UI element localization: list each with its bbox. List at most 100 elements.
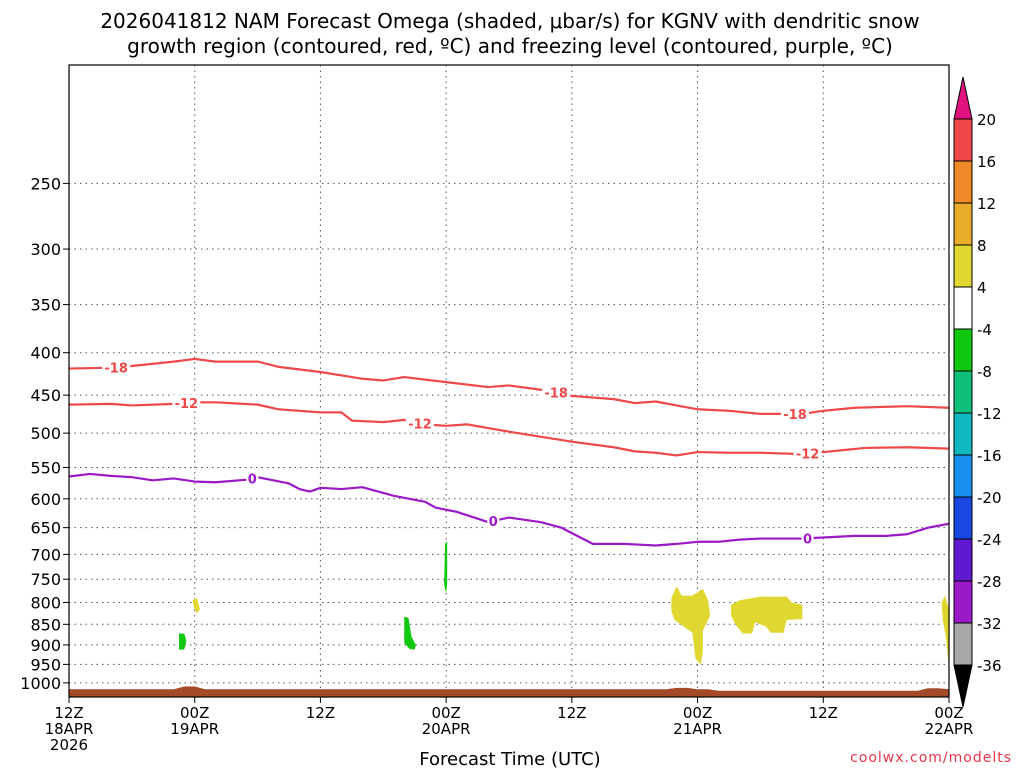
- colorbar-bin-12: [953, 580, 973, 624]
- x-axis-label: Forecast Time (UTC): [419, 749, 600, 768]
- x-tick-label-36-1: 20APR: [422, 720, 471, 738]
- y-tick-label-250: 250: [30, 174, 61, 193]
- minus12-isotherm-label-1: -12: [408, 417, 432, 432]
- freezing-level-line: [68, 472, 950, 547]
- x-tick-label-0-0: 12Z: [54, 704, 83, 722]
- minus12-isotherm-label-bg-1: [405, 415, 434, 432]
- x-tick-label-60-0: 00Z: [683, 704, 712, 722]
- colorbar-label-4: 8: [977, 237, 987, 255]
- minus18-isotherm-label-1: -18: [544, 386, 568, 401]
- colorbar-bin-4: [953, 244, 973, 288]
- colorbar-bin-13: [953, 622, 973, 666]
- y-tick-label-1000: 1000: [20, 674, 61, 693]
- x-tick-label-24-0: 12Z: [306, 704, 335, 722]
- ground-surface: [69, 686, 949, 697]
- colorbar-bin-11: [953, 538, 973, 582]
- green-blob-3: [404, 616, 416, 650]
- y-tick-label-950: 950: [30, 655, 61, 674]
- colorbar-bin-8: [953, 412, 973, 456]
- colorbar-label-12: -28: [977, 573, 1002, 591]
- colorbar-label-14: -36: [977, 657, 1002, 675]
- yellow-blob-4: [941, 595, 949, 669]
- colorbar-bin-3: [953, 202, 973, 246]
- yellow-blob-2: [671, 586, 711, 665]
- y-tick-label-450: 450: [30, 386, 61, 405]
- colorbar-bin-2: [953, 160, 973, 204]
- temperature-contours: -18 -18 -18 -12 -12 -12 0 0 0: [68, 357, 950, 547]
- y-tick-label-700: 700: [30, 545, 61, 564]
- y-tick-label-650: 650: [30, 519, 61, 538]
- x-tick-label-84-0: 00Z: [934, 704, 963, 722]
- x-tick-label-0-2: 2026: [50, 736, 88, 754]
- freezing-level-label-0: 0: [248, 472, 257, 487]
- y-tick-label-500: 500: [30, 424, 61, 443]
- x-tick-label-36-0: 00Z: [431, 704, 460, 722]
- green-blob-2: [444, 541, 448, 594]
- colorbar-bin-10: [953, 496, 973, 540]
- colorbar-bin-5: [953, 286, 973, 330]
- colorbar-label-6: -4: [977, 321, 992, 339]
- y-axis-ticks: 250 300 350 400 450 500 550 600 650 700 750 800 850 9…: [20, 174, 69, 693]
- freezing-level-label-bg-2: [801, 530, 814, 547]
- plot-area: [69, 65, 949, 697]
- colorbar-label-1: 20: [977, 111, 996, 129]
- yellow-blob-3: [731, 596, 803, 634]
- minus18-isotherm-label-bg-1: [542, 384, 571, 401]
- x-tick-label-12-1: 19APR: [170, 720, 219, 738]
- y-tick-label-350: 350: [30, 296, 61, 315]
- colorbar-bin-9: [953, 454, 973, 498]
- freezing-level-label-bg-1: [487, 512, 500, 529]
- y-tick-label-550: 550: [30, 458, 61, 477]
- gridlines: [69, 65, 949, 697]
- colorbar-label-9: -16: [977, 447, 1002, 465]
- colorbar-label-7: -8: [977, 363, 992, 381]
- minus18-isotherm-label-0: -18: [104, 361, 128, 376]
- colorbar-top-triangle: [953, 76, 973, 120]
- credit-text: coolwx.com/modelts: [850, 750, 1012, 766]
- minus18-isotherm-label-bg-2: [781, 405, 809, 422]
- x-tick-label-12-0: 00Z: [180, 704, 209, 722]
- y-tick-label-800: 800: [30, 593, 61, 612]
- freezing-level-label-bg-0: [246, 470, 259, 487]
- x-tick-label-0-1: 18APR: [45, 720, 94, 738]
- colorbar-label-3: 12: [977, 195, 996, 213]
- minus18-isotherm-label-2: -18: [783, 408, 807, 423]
- x-tick-label-60-1: 21APR: [673, 720, 722, 738]
- x-tick-label-84-1: 22APR: [925, 720, 974, 738]
- x-tick-label-48-0: 12Z: [557, 704, 586, 722]
- chart-title-line2: growth region (contoured, red, ºC) and f…: [127, 34, 893, 58]
- colorbar: 20 16 12 8 4 -4 -8 -12 -16 -20 -24 -28 -32 -36: [953, 76, 1002, 708]
- freezing-level-label-2: 0: [803, 532, 812, 547]
- minus12-isotherm-line: [68, 401, 950, 457]
- y-tick-label-750: 750: [30, 570, 61, 589]
- minus12-isotherm-label-0: -12: [175, 397, 199, 412]
- y-tick-label-300: 300: [30, 240, 61, 259]
- colorbar-bin-1: [953, 118, 973, 162]
- minus12-isotherm-label-bg-0: [172, 394, 201, 411]
- minus12-isotherm-label-bg-2: [793, 445, 822, 462]
- colorbar-label-11: -24: [977, 531, 1002, 549]
- colorbar-label-5: 4: [977, 279, 987, 297]
- yellow-blob-1: [192, 597, 200, 614]
- y-tick-label-400: 400: [30, 344, 61, 363]
- x-tick-label-72-0: 12Z: [809, 704, 838, 722]
- colorbar-label-8: -12: [977, 405, 1002, 423]
- colorbar-bottom-triangle: [953, 664, 973, 708]
- minus18-isotherm-label-bg-0: [102, 359, 131, 376]
- ground-surface-layer: [69, 686, 949, 697]
- y-tick-label-900: 900: [30, 636, 61, 655]
- colorbar-label-10: -20: [977, 489, 1002, 507]
- minus18-isotherm-line: [68, 357, 950, 415]
- y-tick-label-600: 600: [30, 490, 61, 509]
- chart-title-line1: 2026041812 NAM Forecast Omega (shaded, μ…: [100, 9, 919, 33]
- plot-frame: [68, 64, 950, 698]
- colorbar-bin-7: [953, 370, 973, 414]
- green-blob-1: [179, 633, 187, 650]
- omega-shading: [179, 541, 949, 669]
- colorbar-label-13: -32: [977, 615, 1002, 633]
- y-tick-label-850: 850: [30, 615, 61, 634]
- freezing-level-label-1: 0: [489, 515, 498, 530]
- colorbar-bin-6: [953, 328, 973, 372]
